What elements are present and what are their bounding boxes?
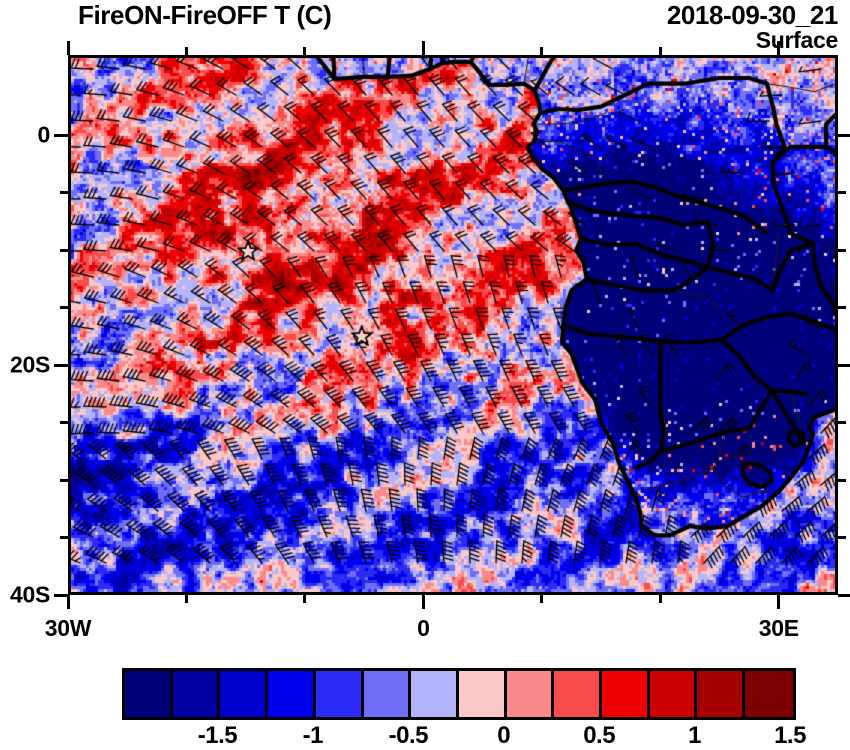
colorbar-tick-label: 0.5 — [583, 722, 616, 749]
x-axis-label: 30E — [758, 615, 799, 641]
plot-title-right: 2018-09-30_21 — [666, 0, 839, 30]
colorbar-cell-10 — [602, 671, 650, 717]
y-axis-tick-right — [838, 536, 846, 540]
y-axis-tick-right — [838, 421, 846, 425]
y-axis-tick — [60, 306, 68, 310]
colorbar-cell-8 — [506, 671, 555, 717]
y-axis-tick — [54, 363, 68, 367]
x-axis-tick — [184, 595, 188, 603]
colorbar-cell-0 — [125, 671, 173, 717]
y-axis-tick-right — [838, 191, 846, 195]
colorbar-cell-3 — [268, 671, 316, 717]
y-axis-tick — [60, 478, 68, 482]
x-axis-tick-top — [184, 47, 188, 55]
x-axis-tick — [421, 595, 425, 609]
colorbar-cell-1 — [172, 671, 221, 717]
colorbar-tick-label: -1.5 — [197, 722, 238, 749]
y-axis-tick-right — [838, 478, 846, 482]
x-axis-tick-top — [658, 47, 662, 55]
y-axis-tick — [60, 248, 68, 252]
x-axis-label: 0 — [417, 615, 430, 641]
plot-title-left: FireON-FireOFF T (C) — [78, 0, 332, 30]
y-axis-tick — [54, 593, 68, 597]
x-axis-tick — [658, 595, 662, 603]
colorbar — [122, 668, 796, 720]
x-axis-tick-top — [303, 47, 307, 55]
colorbar-cell-4 — [315, 671, 364, 717]
y-axis-tick-right — [838, 593, 850, 597]
x-axis-tick-top — [540, 47, 544, 55]
colorbar-cell-9 — [554, 671, 603, 717]
y-axis-label: 0 — [37, 121, 51, 148]
y-axis-tick — [60, 536, 68, 540]
colorbar-cell-2 — [220, 671, 269, 717]
y-axis-tick-right — [838, 306, 846, 310]
x-axis-tick-top — [777, 41, 781, 55]
map-plot-area — [68, 55, 838, 595]
colorbar-cell-11 — [649, 671, 698, 717]
y-axis-tick-right — [838, 248, 846, 252]
x-axis-label: 30W — [44, 615, 92, 641]
x-axis-tick-top — [421, 41, 425, 55]
colorbar-tick-label: -0.5 — [388, 722, 429, 749]
colorbar-tick-label: 1 — [688, 722, 701, 749]
colorbar-tick-label: -1 — [302, 722, 324, 749]
x-axis-tick — [777, 595, 781, 609]
colorbar-cell-7 — [458, 671, 507, 717]
y-axis-tick-right — [838, 133, 850, 137]
y-axis-label: 20S — [9, 351, 50, 378]
colorbar-cell-12 — [697, 671, 746, 717]
colorbar-cell-13 — [745, 671, 793, 717]
y-axis-tick — [60, 191, 68, 195]
y-axis-label: 40S — [9, 581, 50, 608]
y-axis-tick — [54, 133, 68, 137]
colorbar-tick-label: 0 — [497, 722, 511, 749]
y-axis-tick — [60, 421, 68, 425]
x-axis-tick-top — [66, 41, 70, 55]
x-axis-tick — [66, 595, 70, 609]
plot-subtitle-level: Surface — [755, 27, 839, 53]
y-axis-tick-right — [838, 363, 850, 367]
temperature-difference-heatmap — [68, 55, 838, 595]
x-axis-tick — [540, 595, 544, 603]
colorbar-tick-label: 1.5 — [774, 722, 806, 749]
colorbar-cell-5 — [363, 671, 412, 717]
colorbar-cell-6 — [411, 671, 459, 717]
x-axis-tick — [303, 595, 307, 603]
